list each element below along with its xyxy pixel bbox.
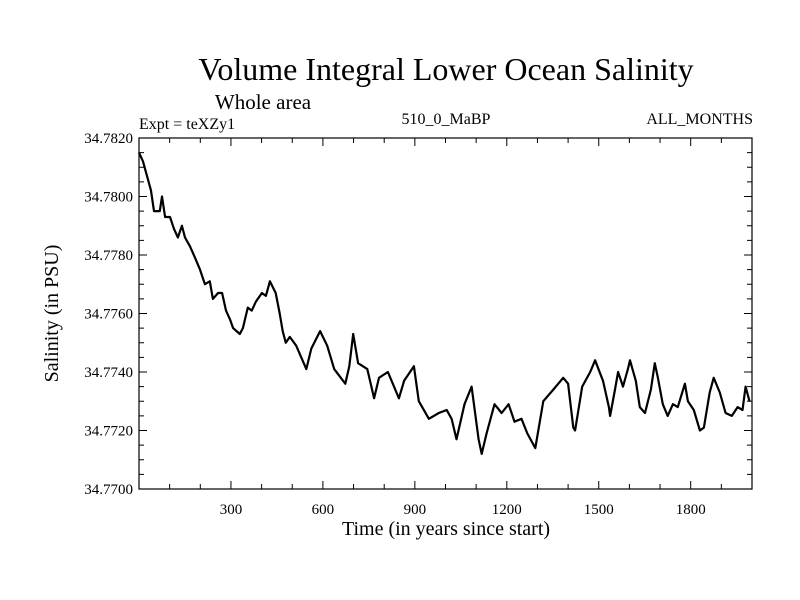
experiment-label: Expt = teXZy1 (139, 116, 235, 133)
period-label: 510_0_MaBP (402, 111, 491, 128)
series-line-salinity (137, 152, 751, 455)
x-tick-label: 1800 (676, 502, 706, 518)
y-tick-label: 34.7820 (84, 131, 133, 147)
x-axis-label: Time (in years since start) (342, 518, 550, 540)
y-tick-labels: 34.7700 34.7720 34.7740 34.7760 34.7780 34.78… (84, 131, 133, 498)
x-tick-labels: 300 600 900 1200 1500 1800 (220, 502, 706, 518)
months-label: ALL_MONTHS (646, 111, 753, 128)
y-tick-label: 34.7800 (84, 190, 133, 206)
x-tick-label: 900 (404, 502, 427, 518)
x-tick-label: 1500 (584, 502, 614, 518)
chart-title: Volume Integral Lower Ocean Salinity (198, 51, 693, 87)
y-tick-label: 34.7780 (84, 248, 133, 264)
chart-subtitle: Whole area (215, 90, 312, 114)
x-tick-label: 1200 (492, 502, 522, 518)
y-tick-label: 34.7740 (84, 365, 133, 381)
y-axis-label: Salinity (in PSU) (41, 245, 63, 383)
x-tick-label: 600 (312, 502, 335, 518)
x-tick-label: 300 (220, 502, 243, 518)
y-tick-label: 34.7760 (84, 307, 133, 323)
y-tick-label: 34.7720 (84, 424, 133, 440)
y-tick-label: 34.7700 (84, 482, 133, 498)
axis-ticks (139, 138, 752, 489)
plot-frame (138, 137, 753, 490)
